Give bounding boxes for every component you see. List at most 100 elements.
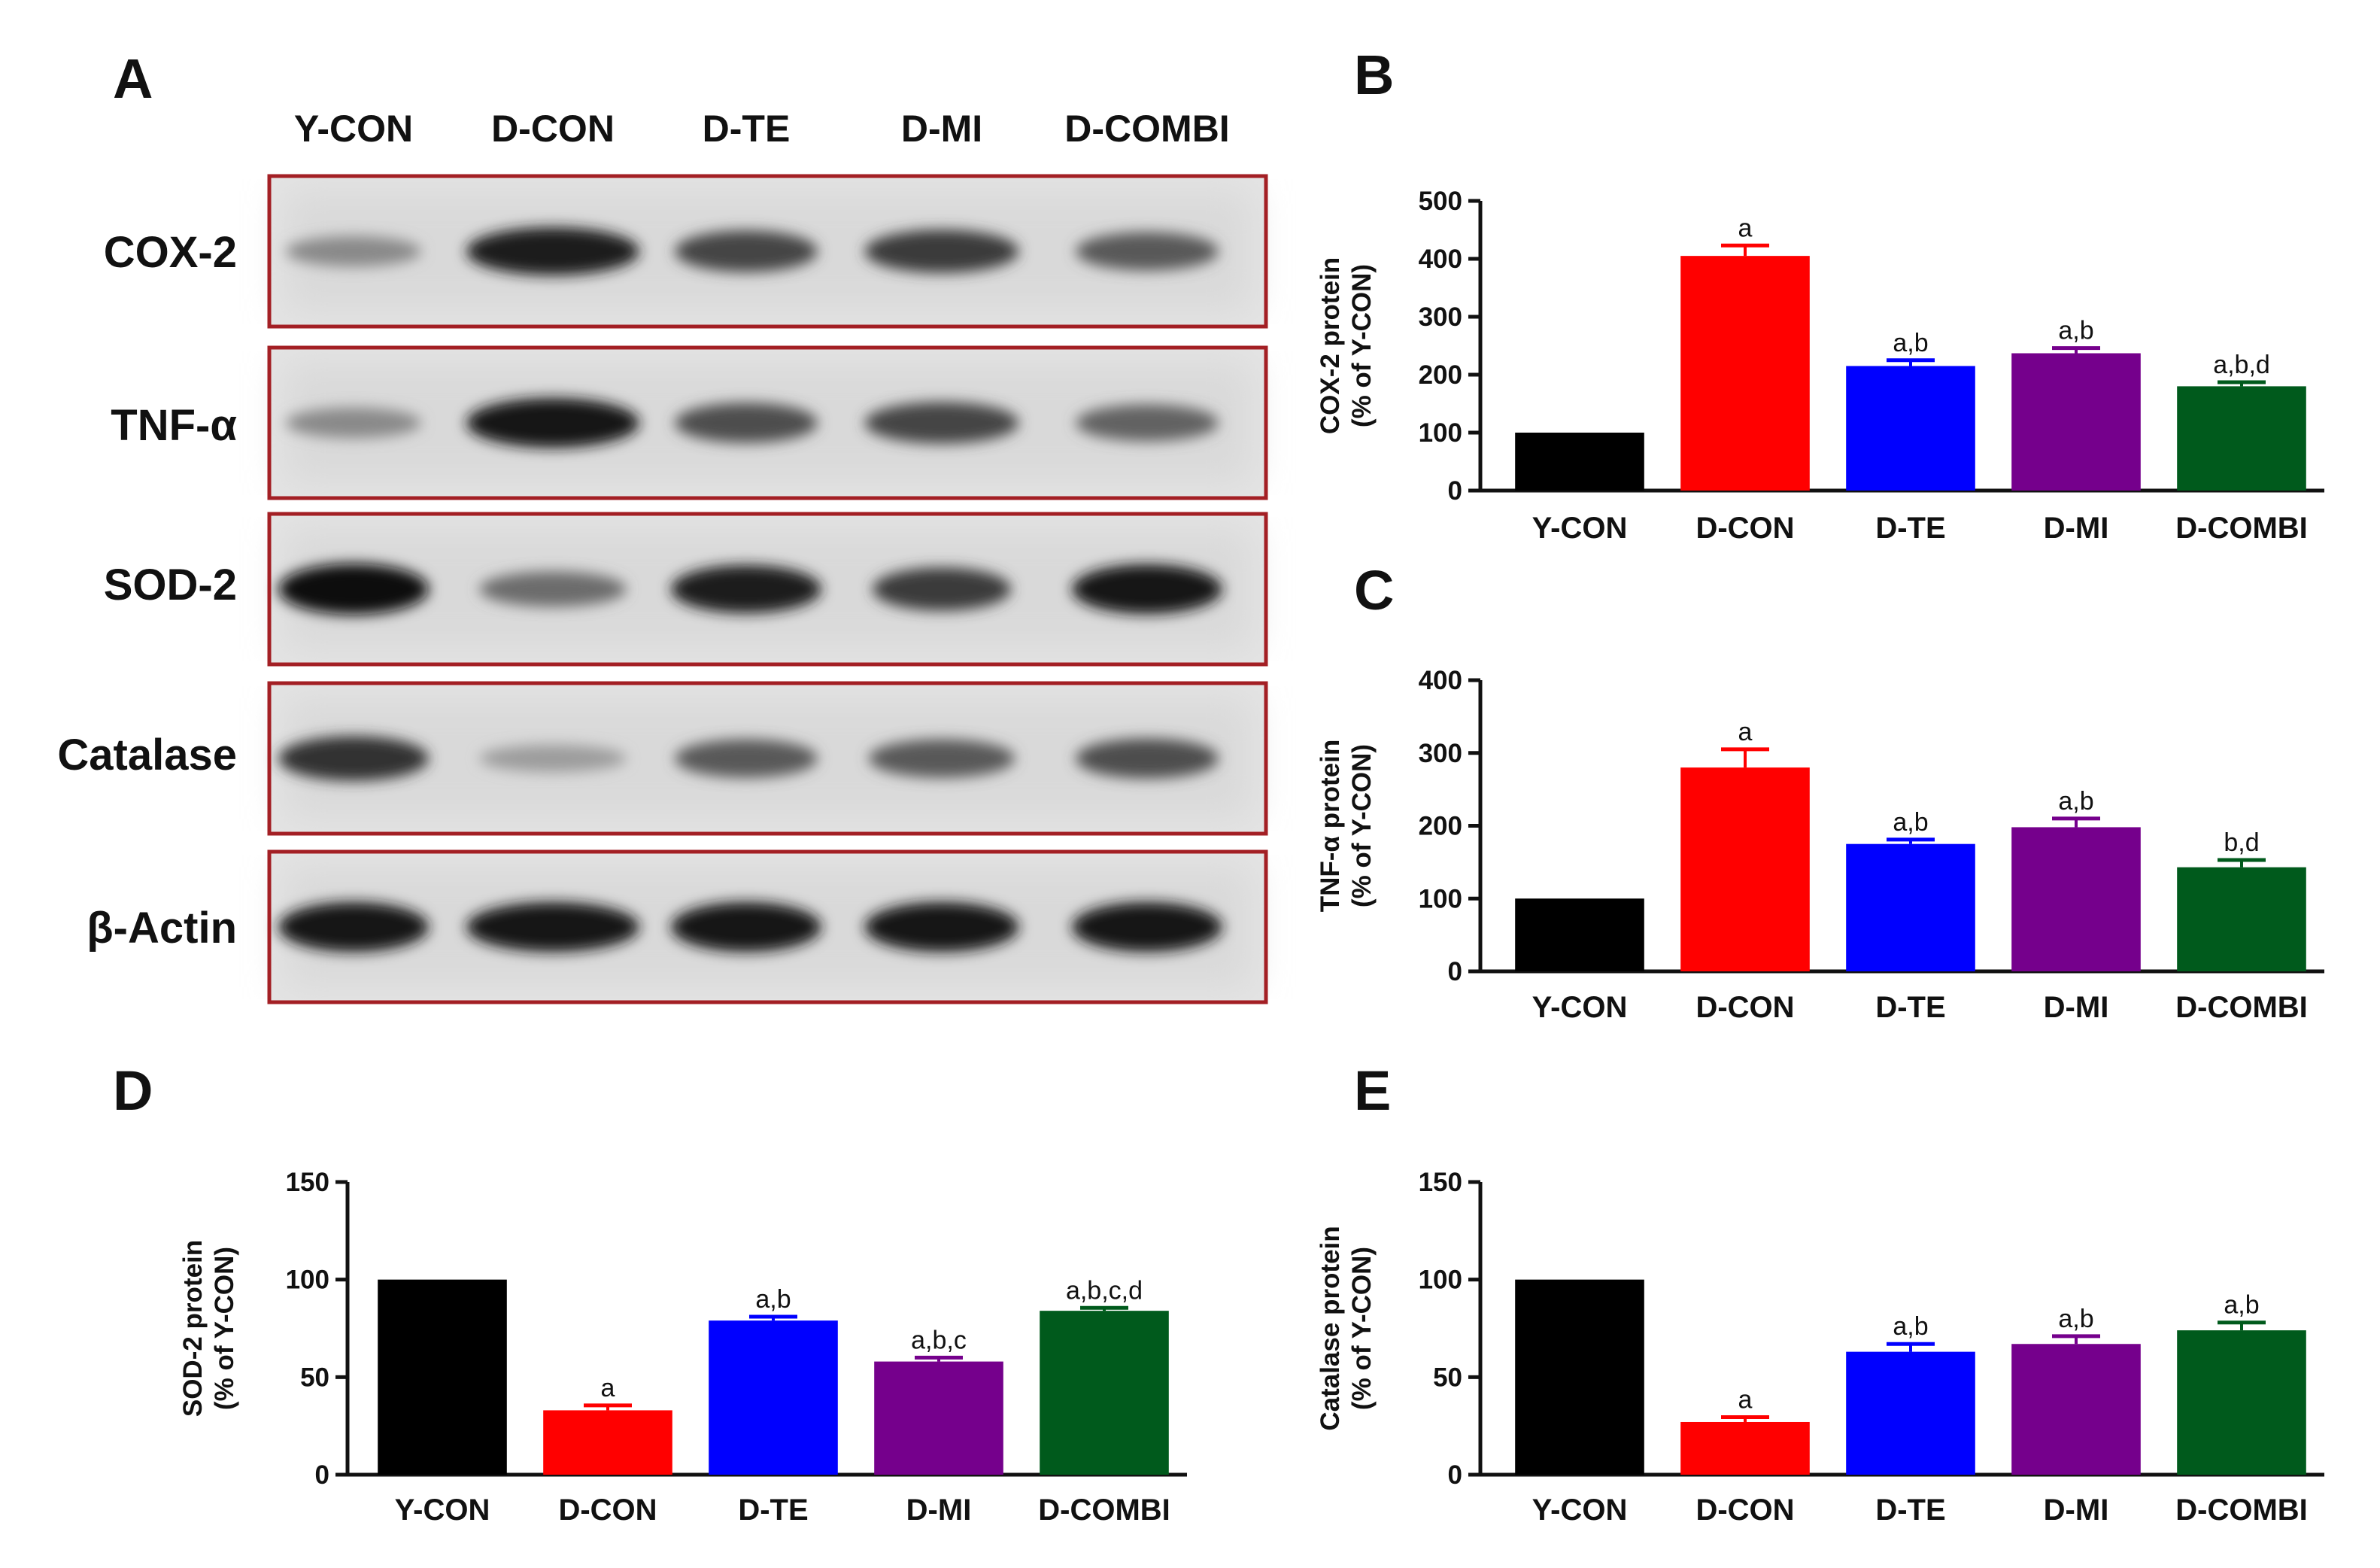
row-label-sod2: SOD-2 <box>104 561 237 609</box>
y-tick-label: 0 <box>1448 1460 1462 1490</box>
blot-frame <box>267 174 1268 329</box>
x-category-label: D-CON <box>1695 1494 1794 1527</box>
y-tick-label: 100 <box>1419 884 1462 913</box>
bar <box>1680 767 1810 971</box>
significance-label: a,b <box>2224 1291 2259 1320</box>
lane-label: D-CON <box>491 108 615 150</box>
y-axis-label-line: Catalase protein <box>1316 1226 1345 1430</box>
y-axis-label: SOD-2 protein(% of Y-CON) <box>178 1240 239 1417</box>
row-labels: COX-2 TNF-α SOD-2 Catalase β-Actin <box>57 228 237 953</box>
blot-band <box>1072 902 1222 952</box>
x-category-label: D-TE <box>1875 512 1945 545</box>
bar <box>1515 433 1644 491</box>
blot-frame <box>267 345 1268 500</box>
blot-band <box>479 744 627 773</box>
bar <box>2177 867 2306 971</box>
y-tick-label: 200 <box>1419 360 1462 390</box>
bar <box>874 1361 1003 1475</box>
blot-strip <box>267 345 1268 500</box>
x-category-label: D-MI <box>2044 991 2109 1024</box>
lane-label: D-COMBI <box>1064 108 1229 150</box>
y-axis-label-line: (% of Y-CON) <box>210 1247 239 1410</box>
y-axis-label: TNF-α protein(% of Y-CON) <box>1316 740 1377 913</box>
x-category-label: Y-CON <box>1532 1494 1628 1527</box>
blot-band <box>864 402 1019 444</box>
bar <box>2011 1344 2141 1475</box>
y-tick-label: 100 <box>1419 1266 1462 1295</box>
bar <box>2177 1330 2306 1475</box>
significance-label: a,b <box>2058 317 2093 345</box>
chart-catalase: E 0 50 100 150 Catalase protein(% of Y-CON) Y-… <box>1316 1059 2324 1527</box>
blot-band <box>864 902 1019 952</box>
blot-frame <box>267 849 1268 1004</box>
blot-strip <box>267 512 1268 667</box>
lane-label: Y-CON <box>294 108 413 150</box>
bar <box>1515 898 1644 971</box>
y-tick-label: 100 <box>1419 418 1462 448</box>
y-axis-label: Catalase protein(% of Y-CON) <box>1316 1226 1377 1430</box>
panel-letter: E <box>1354 1059 1391 1122</box>
y-tick-label: 300 <box>1419 739 1462 768</box>
y-axis-label-line: COX-2 protein <box>1316 257 1345 434</box>
blot-band <box>278 902 429 952</box>
x-category-label: D-COMBI <box>2175 991 2308 1024</box>
bar <box>2011 827 2141 971</box>
blot-frame <box>267 681 1268 836</box>
significance-label: a,b <box>1893 1312 1928 1341</box>
bar <box>1515 1279 1644 1475</box>
significance-label: a <box>1738 1385 1753 1414</box>
blot-strips <box>267 174 1268 1004</box>
bar <box>1846 1351 1975 1475</box>
panel-letter-a: A <box>113 47 153 110</box>
y-axis-label-line: (% of Y-CON) <box>1347 264 1377 427</box>
y-tick-label: 150 <box>1419 1168 1462 1197</box>
lane-label: D-TE <box>703 108 791 150</box>
x-category-label: D-MI <box>2044 1494 2109 1527</box>
blot-band <box>466 227 639 275</box>
chart-cox2: B 0 100 200 300 400 500 COX-2 protein(% of Y-CO… <box>1316 44 2324 545</box>
y-axis-label: COX-2 protein(% of Y-CON) <box>1316 257 1377 434</box>
blot-strip <box>267 174 1268 329</box>
chart-sod2: D 0 50 100 150 SOD-2 protein(% of Y-CON) Y-CON… <box>113 1059 1187 1527</box>
x-category-label: D-COMBI <box>2175 1494 2308 1527</box>
x-category-label: D-CON <box>558 1494 657 1527</box>
x-category-label: D-CON <box>1695 991 1794 1024</box>
significance-label: b,d <box>2224 828 2259 857</box>
blot-band <box>1076 232 1219 271</box>
x-category-label: Y-CON <box>1532 991 1628 1024</box>
blot-band <box>1076 738 1219 779</box>
x-category-label: Y-CON <box>395 1494 490 1527</box>
blot-band <box>671 902 821 952</box>
significance-label: a <box>1738 718 1753 746</box>
significance-label: a <box>601 1374 615 1402</box>
western-blot-panel: A Y-CON D-CON D-TE D-MI D-COMBI COX-2 TN… <box>57 47 1268 1004</box>
blot-band <box>286 407 421 439</box>
panel-letter: C <box>1354 559 1394 621</box>
significance-label: a,b,c,d <box>1066 1276 1143 1305</box>
bar <box>1680 1421 1810 1475</box>
significance-label: a,b <box>755 1285 791 1314</box>
significance-label: a <box>1738 214 1753 242</box>
y-axis-label-line: TNF-α protein <box>1316 740 1345 913</box>
x-category-label: D-TE <box>1875 991 1945 1024</box>
bar <box>543 1410 672 1475</box>
x-category-label: D-CON <box>1695 512 1794 545</box>
panel-letter: D <box>113 1059 153 1122</box>
y-tick-label: 200 <box>1419 812 1462 841</box>
blot-band <box>479 571 627 607</box>
blot-band <box>278 736 429 781</box>
y-tick-label: 0 <box>1448 957 1462 986</box>
y-tick-label: 100 <box>286 1266 329 1295</box>
bar <box>1846 366 1975 491</box>
blot-band <box>671 565 821 613</box>
blot-band <box>868 739 1015 778</box>
y-axis-label-line: SOD-2 protein <box>178 1240 208 1417</box>
blot-band <box>1076 404 1219 442</box>
bar <box>2177 386 2306 491</box>
blot-band <box>675 230 818 272</box>
bar <box>2011 353 2141 491</box>
blot-band <box>675 403 818 443</box>
y-tick-label: 150 <box>286 1168 329 1197</box>
blot-band <box>466 398 639 448</box>
